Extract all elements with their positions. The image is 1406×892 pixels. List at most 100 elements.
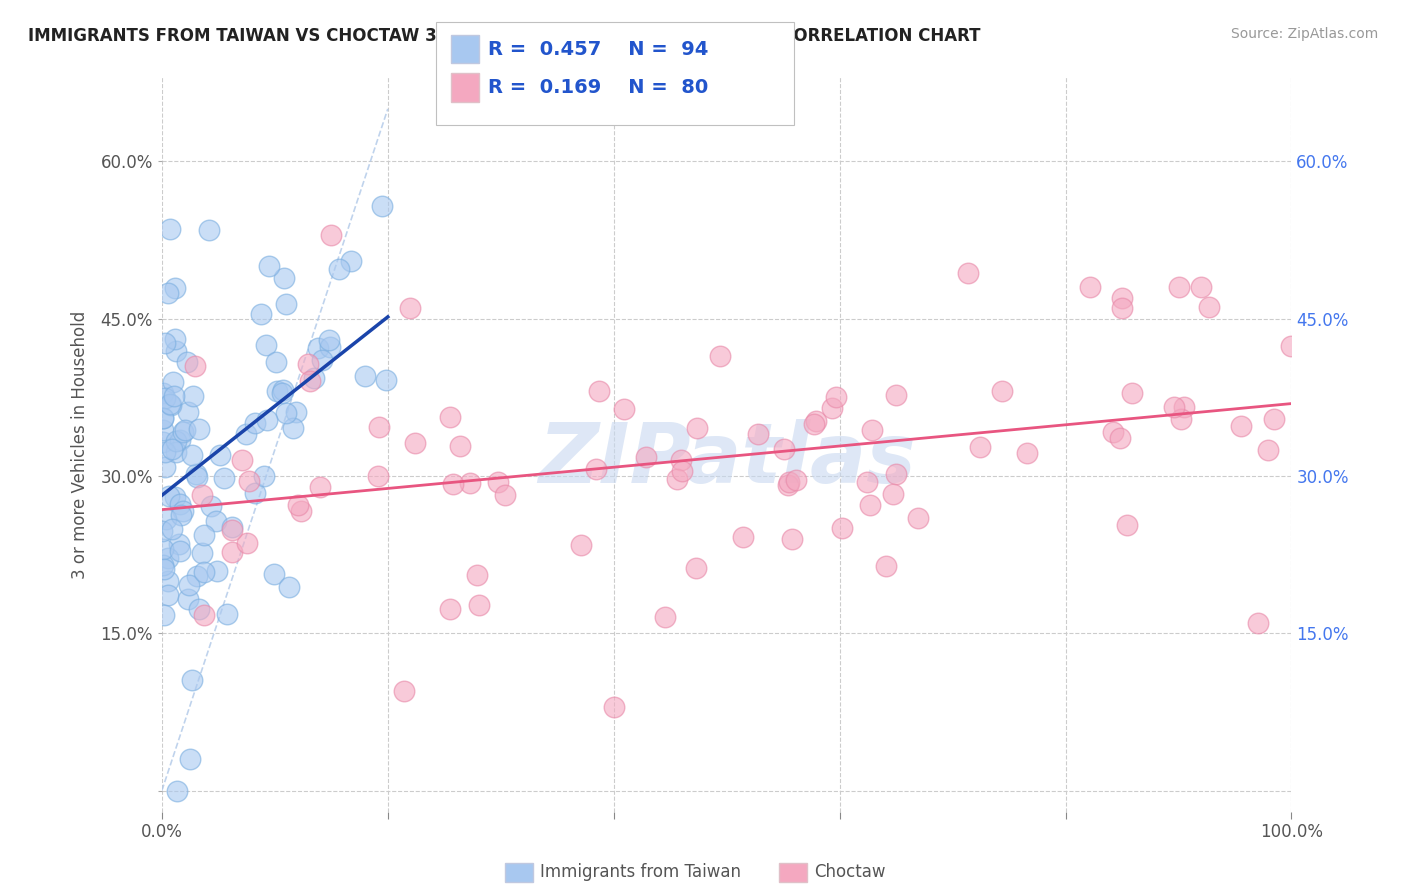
Point — [875, 559, 897, 574]
Point — [156, 574, 179, 589]
Point — [153, 392, 176, 406]
Text: Source: ZipAtlas.com: Source: ZipAtlas.com — [1230, 27, 1378, 41]
Point — [176, 355, 198, 369]
Point — [1257, 442, 1279, 457]
Point — [821, 401, 844, 416]
Point — [882, 487, 904, 501]
Point — [494, 488, 516, 502]
Point — [884, 467, 907, 482]
Point — [156, 588, 179, 602]
Point — [1102, 425, 1125, 439]
Point — [1189, 280, 1212, 294]
Point — [155, 460, 177, 475]
Point — [311, 352, 333, 367]
Point — [1111, 291, 1133, 305]
Point — [1230, 418, 1253, 433]
Point — [172, 425, 194, 439]
Point — [399, 301, 422, 315]
Point — [152, 558, 174, 572]
Point — [307, 341, 329, 355]
Point — [1279, 339, 1302, 353]
Point — [191, 546, 214, 560]
Point — [169, 433, 191, 447]
Point — [804, 413, 827, 427]
Point — [165, 332, 187, 346]
Point — [274, 297, 297, 311]
Point — [221, 545, 243, 559]
Point — [179, 752, 201, 766]
Point — [367, 419, 389, 434]
Point — [212, 471, 235, 485]
Point — [169, 497, 191, 511]
Y-axis label: 3 or more Vehicles in Household: 3 or more Vehicles in Household — [72, 310, 89, 579]
Point — [166, 783, 188, 797]
Point — [243, 416, 266, 430]
Point — [165, 344, 187, 359]
Point — [153, 335, 176, 350]
Point — [250, 306, 273, 320]
Point — [184, 359, 207, 373]
Point — [309, 480, 332, 494]
Point — [235, 427, 257, 442]
Point — [243, 486, 266, 500]
Point — [177, 405, 200, 419]
Point — [1246, 615, 1268, 630]
Point — [859, 498, 882, 512]
Point — [167, 537, 190, 551]
Point — [217, 607, 239, 622]
Point — [186, 569, 208, 583]
Point — [588, 384, 610, 399]
Point — [174, 423, 197, 437]
Point — [1017, 446, 1039, 460]
Point — [669, 453, 692, 467]
Point — [856, 475, 879, 489]
Point — [956, 266, 979, 280]
Text: Choctaw: Choctaw — [814, 863, 886, 881]
Point — [290, 504, 312, 518]
Point — [152, 541, 174, 556]
Point — [162, 375, 184, 389]
Point — [271, 386, 294, 401]
Point — [1173, 400, 1195, 414]
Point — [886, 388, 908, 402]
Point — [152, 411, 174, 425]
Point — [180, 673, 202, 688]
Point — [157, 489, 180, 503]
Point — [654, 610, 676, 624]
Point — [831, 521, 853, 535]
Point — [221, 523, 243, 537]
Point — [465, 568, 488, 582]
Point — [1121, 386, 1143, 401]
Point — [205, 514, 228, 528]
Point — [318, 333, 340, 347]
Point — [256, 413, 278, 427]
Point — [153, 562, 176, 576]
Point — [271, 383, 294, 397]
Point — [152, 524, 174, 539]
Point — [785, 473, 807, 487]
Point — [404, 436, 426, 450]
Point — [1078, 280, 1101, 294]
Point — [163, 389, 186, 403]
Point — [238, 475, 260, 489]
Point — [803, 417, 825, 431]
Text: R =  0.457    N =  94: R = 0.457 N = 94 — [488, 39, 709, 59]
Point — [302, 371, 325, 385]
Point — [1109, 431, 1132, 445]
Point — [163, 490, 186, 504]
Point — [169, 544, 191, 558]
Point — [264, 354, 287, 368]
Point — [170, 508, 193, 523]
Point — [780, 532, 803, 546]
Point — [666, 472, 689, 486]
Point — [273, 270, 295, 285]
Point — [686, 421, 709, 435]
Point — [319, 340, 342, 354]
Point — [991, 384, 1014, 398]
Point — [156, 551, 179, 566]
Point — [1163, 400, 1185, 414]
Point — [198, 222, 221, 236]
Point — [439, 602, 461, 616]
Point — [439, 410, 461, 425]
Point — [392, 684, 415, 698]
